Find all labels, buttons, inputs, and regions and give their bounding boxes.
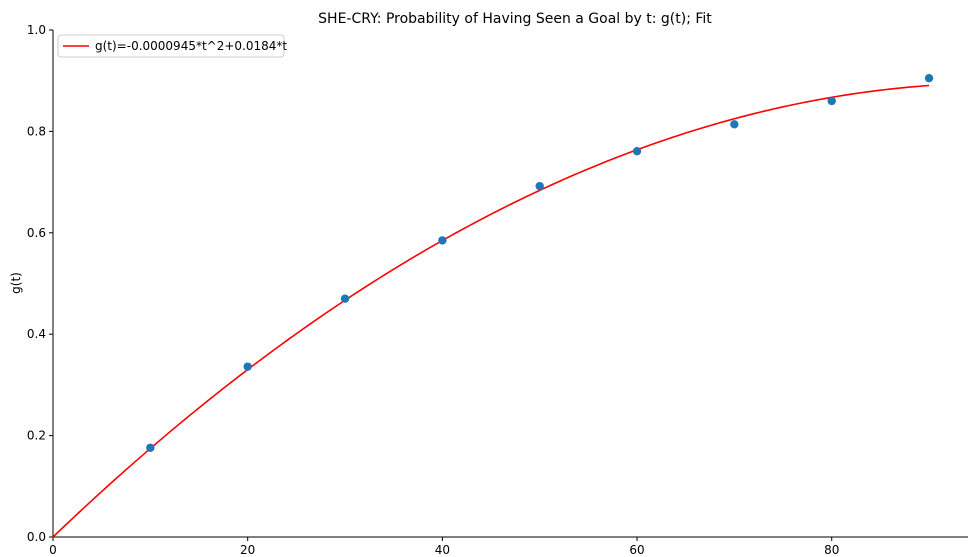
data-point: [827, 96, 836, 106]
data-point: [243, 362, 252, 371]
legend-label-fit: g(t)=-0.0000945*t^2+0.0184*t: [95, 39, 287, 53]
x-tick-label: 80: [824, 543, 839, 557]
data-point: [632, 146, 642, 156]
fit-curve: [52, 84, 930, 538]
y-axis-label: g(t): [9, 272, 23, 294]
data-point: [535, 181, 544, 191]
data-point: [730, 120, 739, 129]
x-tick-label: 0: [49, 543, 57, 557]
y-ticks: 0.0 0.2 0.4 0.6 0.8 1.0: [27, 23, 53, 544]
legend-box: [57, 34, 285, 58]
axes: [52, 30, 968, 538]
data-point: [340, 294, 350, 303]
chart-title: SHE-CRY: Probability of Having Seen a Go…: [318, 11, 712, 27]
y-tick-label: 0.8: [27, 124, 46, 138]
data-points: [146, 73, 934, 452]
data-point: [924, 73, 934, 83]
x-ticks: 0 20 40 60 80: [49, 537, 839, 557]
x-tick-label: 40: [435, 543, 450, 557]
y-tick-label: 0.6: [27, 226, 46, 240]
y-tick-label: 0.2: [27, 429, 46, 443]
legend: g(t)=-0.0000945*t^2+0.0184*t: [57, 34, 287, 58]
x-tick-label: 20: [240, 543, 255, 557]
data-point: [146, 443, 155, 452]
data-point: [438, 236, 447, 245]
fit-curve-layer: [52, 84, 930, 538]
y-tick-label: 0.4: [27, 327, 46, 341]
y-tick-label: 1.0: [27, 23, 46, 37]
y-tick-label: 0.0: [27, 530, 46, 544]
x-tick-label: 60: [629, 543, 644, 557]
